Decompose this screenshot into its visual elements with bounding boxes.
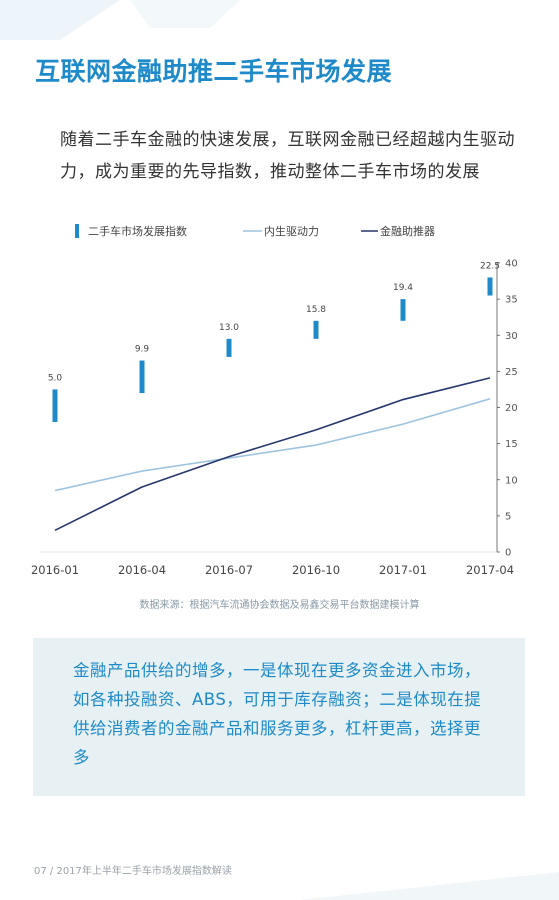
legend-label-finance: 金融助推器 (380, 224, 435, 238)
y-tick-label: 0 (505, 548, 511, 559)
bar-index-marker (139, 360, 145, 394)
x-tick-label: 2016-01 (31, 563, 79, 577)
line-internal-drive (54, 398, 491, 492)
line-finance-booster (54, 377, 491, 532)
y-tick-label: 40 (505, 259, 518, 270)
bar-index-marker (52, 389, 58, 422)
bottom-decoration (300, 872, 559, 900)
legend-swatch-index (75, 224, 79, 238)
callout-text: 金融产品供给的增多，一是体现在更多资金进入市场，如各种投融资、ABS，可用于库存… (73, 661, 482, 767)
bar-index-marker (487, 277, 493, 296)
legend-label-index: 二手车市场发展指数 (88, 224, 187, 238)
x-tick-label: 2017-04 (466, 563, 514, 577)
page-subtitle: 随着二手车金融的快速发展，互联网金融已经超越内生驱动力，成为重要的先导指数，推动… (60, 130, 515, 182)
x-tick-label: 2016-04 (118, 563, 166, 577)
bar-value-label: 19.4 (393, 283, 413, 293)
x-tick-label: 2016-07 (205, 563, 253, 577)
x-tick-label: 2016-10 (292, 563, 340, 577)
index-chart: 0 5 10 15 20 25 30 35 40 2016-01 2016-04 2016-07 201… (31, 224, 518, 577)
bar-index-marker (400, 299, 406, 321)
page-title: 互联网金融助推二手车市场发展 (35, 57, 393, 86)
y-tick-label: 15 (505, 439, 518, 450)
top-decoration (0, 0, 240, 40)
bar-index-marker (313, 320, 319, 339)
x-tick-label: 2017-01 (379, 563, 427, 577)
callout-box: 金融产品供给的增多，一是体现在更多资金进入市场，如各种投融资、ABS，可用于库存… (33, 638, 525, 796)
bar-index-marker (226, 338, 232, 357)
y-tick-label: 5 (505, 511, 511, 522)
bar-value-label: 22.5 (480, 261, 500, 271)
y-tick-label: 10 (505, 475, 518, 486)
page-footer: 07 / 2017年上半年二手车市场发展指数解读 (34, 866, 232, 877)
bar-value-label: 5.0 (48, 373, 63, 383)
data-source-note: 数据来源：根据汽车流通协会数据及易鑫交易平台数据建模计算 (139, 600, 420, 611)
y-tick-label: 35 (505, 295, 518, 306)
legend-label-internal: 内生驱动力 (264, 224, 319, 238)
y-tick-label: 30 (505, 331, 518, 342)
bar-value-label: 15.8 (306, 305, 326, 315)
y-tick-label: 25 (505, 367, 518, 378)
bar-value-label: 9.9 (135, 345, 150, 355)
y-tick-label: 20 (505, 403, 518, 414)
bar-value-label: 13.0 (219, 323, 239, 333)
